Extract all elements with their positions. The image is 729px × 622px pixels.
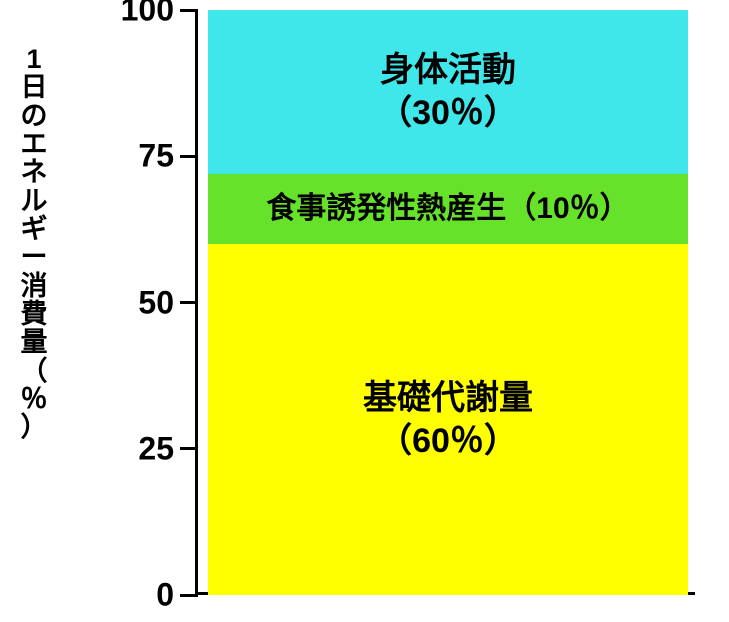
- y-tick-label: 0: [156, 577, 174, 614]
- y-tick-label: 100: [121, 0, 174, 29]
- segment-label: 食事誘発性熱産生（10％）: [266, 194, 629, 224]
- y-tick: [180, 594, 198, 597]
- segment-食事誘発性熱産生: 食事誘発性熱産生（10％）: [208, 174, 688, 244]
- segment-身体活動: 身体活動（30％）: [208, 10, 688, 174]
- segment-基礎代謝量: 基礎代謝量（60％）: [208, 244, 688, 595]
- segment-label: 基礎代謝量: [363, 377, 533, 420]
- segment-label: （30％）: [378, 92, 518, 135]
- y-tick: [180, 447, 198, 450]
- segment-label: （60％）: [378, 420, 518, 463]
- y-tick: [180, 155, 198, 158]
- y-tick: [180, 301, 198, 304]
- y-tick-label: 25: [138, 430, 174, 467]
- y-tick-label: 50: [138, 284, 174, 321]
- energy-expenditure-chart: 1日のエネルギー消費量（％） 0 25 50 75 100 基礎代謝量（60％） 食事誘発性…: [0, 0, 729, 622]
- plot-area: 0255075100基礎代謝量（60％）食事誘発性熱産生（10％）身体活動（30…: [195, 10, 695, 595]
- y-tick-label: 75: [138, 138, 174, 175]
- y-axis-title: 1日のエネルギー消費量（％）: [18, 45, 50, 442]
- y-tick: [180, 9, 198, 12]
- segment-label: 身体活動: [380, 49, 516, 92]
